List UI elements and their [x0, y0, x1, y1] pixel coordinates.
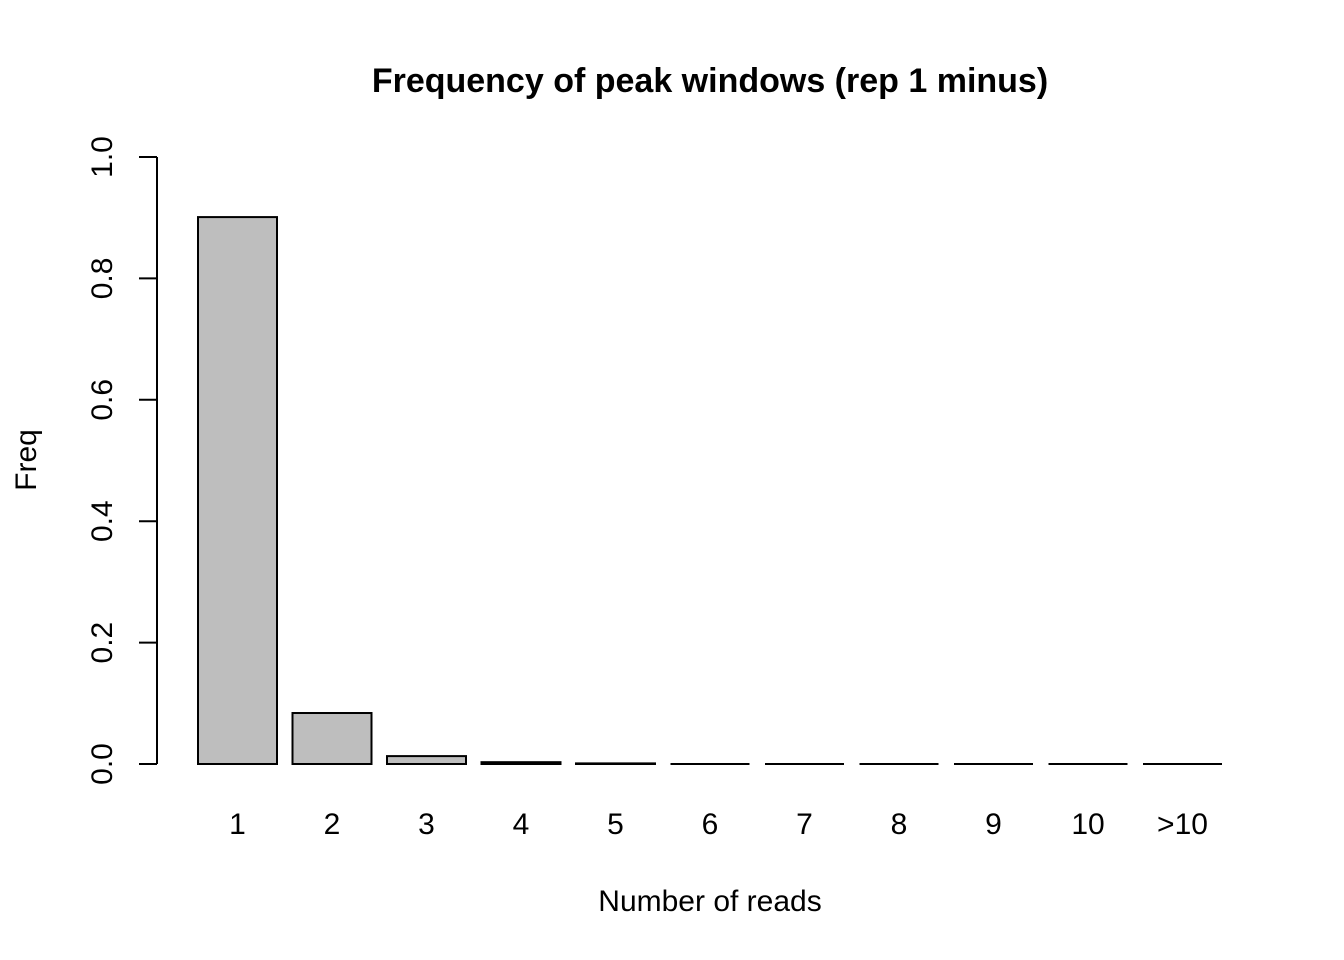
bar [575, 762, 656, 766]
x-axis-tick-labels: 1 2 3 4 5 6 7 8 9 10 >10 [229, 808, 1208, 841]
x-tick-label: 3 [418, 808, 435, 841]
y-tick-label: 1.0 [86, 136, 119, 178]
y-axis-label: Freq [10, 429, 43, 491]
x-tick-label: 9 [985, 808, 1002, 841]
bar [197, 216, 278, 765]
x-tick-label: 10 [1071, 808, 1104, 841]
bar [480, 761, 562, 766]
bars [197, 216, 1222, 766]
x-tick-label: 5 [607, 808, 624, 841]
x-tick-label: 2 [324, 808, 341, 841]
bar [291, 712, 373, 766]
y-tick-label: 0.2 [86, 622, 119, 664]
x-tick-label: 8 [891, 808, 908, 841]
x-tick-label: 1 [229, 808, 246, 841]
y-tick-label: 0.4 [86, 500, 119, 542]
y-tick-label: 0.8 [86, 258, 119, 300]
x-tick-label: 6 [702, 808, 719, 841]
y-tick-label: 0.0 [86, 743, 119, 785]
bar [386, 755, 467, 766]
x-tick-label: >10 [1157, 808, 1208, 841]
x-tick-label: 7 [796, 808, 813, 841]
chart-title: Frequency of peak windows (rep 1 minus) [372, 62, 1048, 100]
x-axis-label: Number of reads [598, 885, 821, 918]
y-axis-ticks: 0.0 0.2 0.4 0.6 0.8 1.0 [86, 136, 157, 785]
x-tick-label: 4 [513, 808, 530, 841]
y-tick-label: 0.6 [86, 379, 119, 421]
